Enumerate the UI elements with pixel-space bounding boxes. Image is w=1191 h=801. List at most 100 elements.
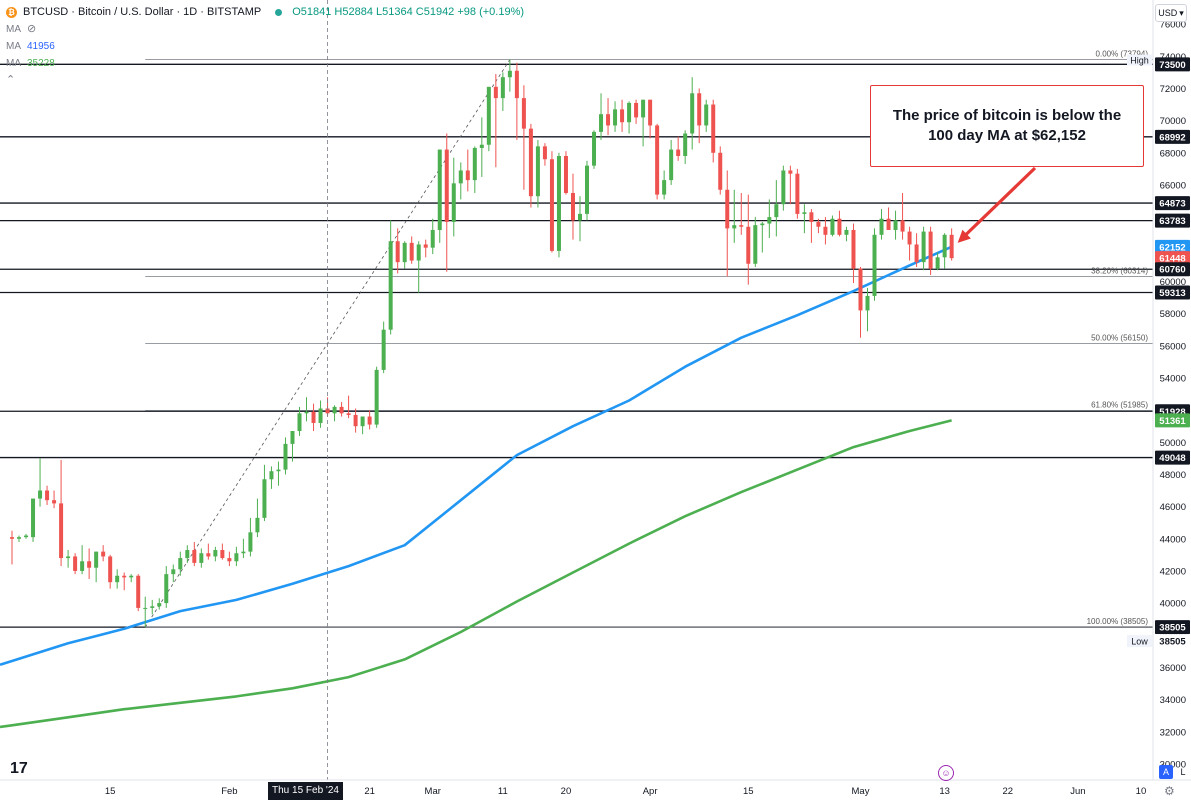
candle-body <box>563 156 568 193</box>
candle-body <box>746 226 751 264</box>
price-badge <box>1155 251 1190 266</box>
candle <box>31 498 36 542</box>
ma2-row[interactable]: MA 41956 <box>6 38 524 55</box>
candle <box>115 569 120 589</box>
candle-body <box>697 93 702 126</box>
x-tick-label: Mar <box>425 786 441 797</box>
candle <box>641 99 646 147</box>
candle <box>178 551 183 576</box>
y-tick-label: 40000 <box>1160 599 1186 610</box>
y-tick-label: 72000 <box>1160 84 1186 95</box>
candle-body <box>570 192 575 221</box>
candle-body <box>648 99 653 126</box>
candle <box>283 437 288 475</box>
x-tick-label: 15 <box>743 786 754 797</box>
candle-body <box>80 561 85 571</box>
annotation-callout[interactable]: The price of bitcoin is below the 100 da… <box>870 85 1144 167</box>
candle <box>690 77 695 150</box>
candle-body <box>206 553 211 557</box>
ma3-row[interactable]: MA 35228 <box>6 55 524 72</box>
market-status-icon <box>275 9 283 16</box>
currency-button[interactable]: USD ▾ <box>1155 4 1187 22</box>
candle-body <box>66 556 71 559</box>
candle-body <box>690 93 695 134</box>
candle-body <box>248 532 253 552</box>
auto-scale-button[interactable]: A <box>1159 765 1173 779</box>
candle-body <box>220 550 225 559</box>
price-axis: 3000032000340003600038000400004200044000… <box>1152 0 1191 801</box>
candle-body <box>606 114 611 126</box>
price-badge-label: 49048 <box>1159 453 1185 464</box>
candle-body <box>199 553 204 563</box>
candle-body <box>52 500 57 504</box>
candle-body <box>360 416 365 427</box>
candle <box>381 321 386 374</box>
candle-body <box>711 104 716 153</box>
price-badge <box>1155 213 1190 228</box>
candle-body <box>802 212 807 214</box>
chevron-down-icon: ▾ <box>1179 7 1184 18</box>
candle-body <box>129 575 134 578</box>
candle-body <box>809 212 814 222</box>
candle-body <box>150 606 155 608</box>
log-scale-button[interactable]: L <box>1180 767 1186 777</box>
hidden-eye-icon[interactable]: ⊘ <box>27 23 37 35</box>
candle <box>290 431 295 462</box>
candle <box>171 564 176 583</box>
candle <box>227 551 232 567</box>
fib-level-label: 100.00% (38505) <box>1087 617 1149 626</box>
candle-body <box>157 603 162 607</box>
candle-body <box>921 231 926 263</box>
y-tick-label: 36000 <box>1160 663 1186 674</box>
collapse-icon[interactable]: ⌃ <box>6 74 16 86</box>
candle-body <box>641 99 646 118</box>
candle <box>592 130 597 169</box>
candle <box>332 405 337 422</box>
candlesticks <box>10 59 954 628</box>
candle-body <box>430 229 435 248</box>
ma200-line <box>0 419 952 729</box>
candle <box>311 403 316 432</box>
candle-body <box>879 218 884 235</box>
fib-level-label: 61.80% (51985) <box>1091 400 1148 409</box>
candle <box>409 236 414 264</box>
candle-body <box>739 225 744 227</box>
candle <box>613 101 618 132</box>
y-tick-label: 58000 <box>1160 309 1186 320</box>
candle-body <box>143 607 148 609</box>
candle <box>157 598 162 610</box>
candle-body <box>942 234 947 258</box>
candle <box>830 215 835 237</box>
y-tick-label: 44000 <box>1160 534 1186 545</box>
candle-body <box>486 86 491 145</box>
price-badge-label: 38505 <box>1159 623 1186 634</box>
price-badge <box>1155 57 1190 72</box>
gear-icon[interactable]: ⚙ <box>1164 784 1175 798</box>
x-tick-label: 15 <box>105 786 116 797</box>
candle-body <box>928 231 933 269</box>
candle-body <box>94 551 99 568</box>
collapse-row[interactable]: ⌃ <box>6 72 524 89</box>
ma1-label: MA <box>6 24 21 35</box>
candle <box>255 498 260 538</box>
candle-body <box>669 149 674 181</box>
candle <box>556 152 561 258</box>
candle <box>823 217 828 245</box>
candle <box>10 530 14 565</box>
candle <box>802 204 807 234</box>
price-badge-label: 68992 <box>1159 132 1185 143</box>
candle-body <box>311 411 316 423</box>
y-tick-label: 46000 <box>1160 502 1186 513</box>
event-icon[interactable]: ☺ <box>938 765 954 781</box>
candle-body <box>346 413 351 415</box>
symbol-row[interactable]: ₿ BTCUSD · Bitcoin / U.S. Dollar · 1D · … <box>6 4 524 21</box>
candle <box>17 535 22 542</box>
candle <box>907 226 912 261</box>
candle-body <box>353 414 358 427</box>
candle <box>360 416 365 435</box>
ma1-row[interactable]: MA ⊘ <box>6 21 524 38</box>
candle-body <box>795 173 800 214</box>
candle <box>725 170 730 277</box>
tradingview-logo-icon[interactable]: 17 <box>10 760 28 777</box>
